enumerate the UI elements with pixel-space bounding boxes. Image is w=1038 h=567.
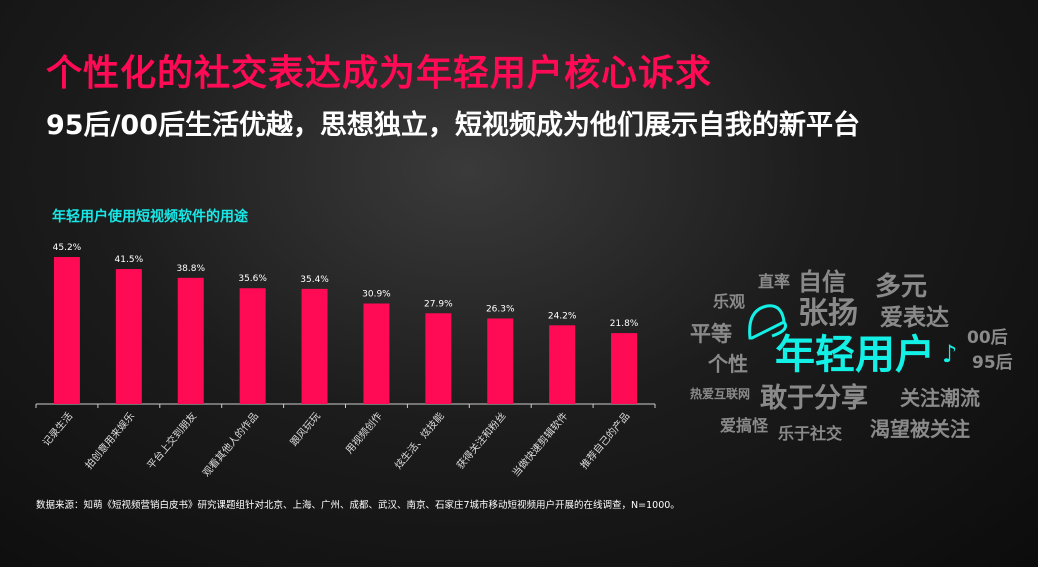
word: 乐观 <box>713 292 746 311</box>
word: 自信 <box>798 268 846 296</box>
category-label: 平台上交到朋友 <box>144 410 199 472</box>
footnote: 数据来源：知萌《短视频营销白皮书》研究课题组针对北京、上海、广州、成都、武汉、南… <box>36 500 680 511</box>
bar <box>425 313 452 404</box>
data-label: 45.2% <box>53 243 82 253</box>
word: 敢于分享 <box>760 383 868 414</box>
chart-title: 年轻用户使用短视频软件的用途 <box>52 209 248 225</box>
word: 多元 <box>875 272 928 302</box>
word: 乐于社交 <box>778 424 843 443</box>
category-label: 推荐自己的产品 <box>577 410 632 472</box>
music-note-icon: ♪ <box>942 340 958 368</box>
word: 爱搞怪 <box>720 416 769 435</box>
category-label: 获得关注和粉丝 <box>454 410 509 472</box>
bar <box>363 303 390 404</box>
data-label: 41.5% <box>115 255 144 265</box>
word: 热爱互联网 <box>690 387 751 401</box>
word: 爱表达 <box>880 305 949 331</box>
category-label: 记录生活 <box>40 410 76 449</box>
word: 直率 <box>758 272 791 291</box>
data-label: 26.3% <box>486 304 515 314</box>
bar <box>115 269 142 404</box>
word: 个性 <box>708 352 748 376</box>
data-label: 24.2% <box>548 311 577 321</box>
category-label: 用视频创作 <box>343 410 385 457</box>
category-label: 拍创意用来娱乐 <box>82 410 137 472</box>
category-label: 炫生活、炫技能 <box>392 410 447 472</box>
hero-text: 年轻用户 <box>775 332 935 378</box>
data-label: 35.4% <box>300 275 329 285</box>
word: 渴望被关注 <box>870 417 970 441</box>
word: 张扬 <box>798 296 858 331</box>
category-label: 当做快速剪辑软件 <box>509 410 570 480</box>
data-label: 35.6% <box>238 274 267 284</box>
page-subtitle: 95后/00后生活优越，思想独立，短视频成为他们展示自我的新平台 <box>46 110 861 141</box>
word: 平等 <box>690 322 732 346</box>
category-label: 跟风玩玩 <box>288 410 323 448</box>
data-label: 38.8% <box>176 264 205 274</box>
bar <box>487 318 514 404</box>
word: 95后 <box>972 353 1013 373</box>
bar <box>611 333 638 404</box>
bar <box>53 257 80 404</box>
page-title: 个性化的社交表达成为年轻用户核心诉求 <box>46 53 713 94</box>
word: 关注潮流 <box>900 386 980 410</box>
word-cloud: 直率 自信 多元 乐观 张扬 爱表达 平等 00后 个性 95后 热爱互联网 敢… <box>680 260 1020 443</box>
bar <box>301 288 328 404</box>
bar <box>549 325 576 404</box>
category-label: 观看其他人的作品 <box>200 410 261 480</box>
data-label: 21.8% <box>610 319 639 329</box>
bar <box>239 288 266 404</box>
data-label: 30.9% <box>362 290 391 300</box>
cap-icon <box>748 304 787 340</box>
data-label: 27.9% <box>424 299 453 309</box>
bar <box>177 277 204 404</box>
word: 00后 <box>967 328 1008 348</box>
